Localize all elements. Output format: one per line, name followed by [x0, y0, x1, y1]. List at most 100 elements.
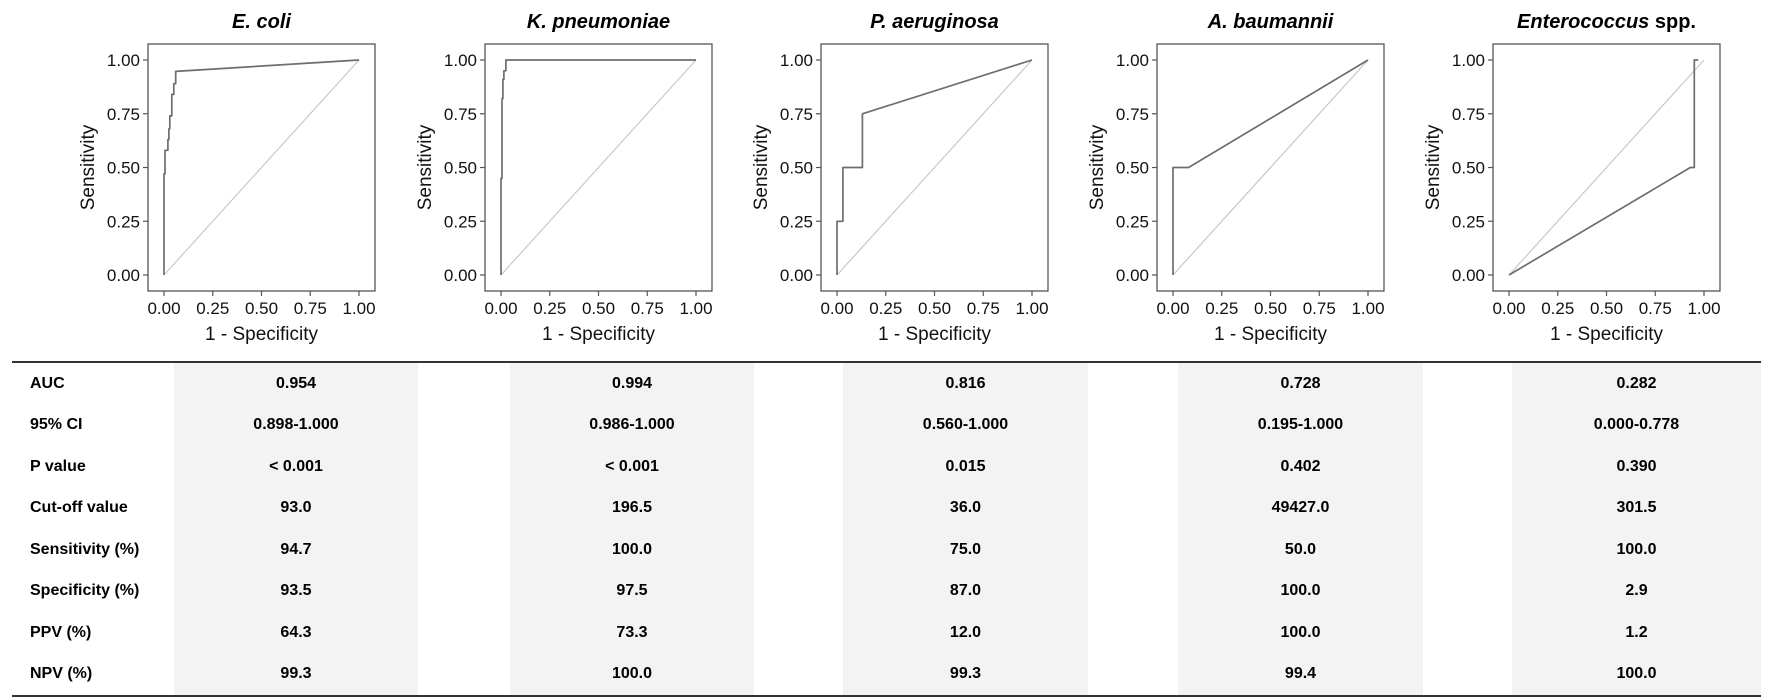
x-tick-label: 0.50 [582, 299, 615, 318]
y-tick-label: 1.00 [1116, 51, 1149, 70]
y-tick-label: 0.00 [444, 266, 477, 285]
stats-gap [1088, 571, 1178, 613]
stats-cell: 0.986-1.000 [510, 404, 754, 446]
x-axis-label: 1 - Specificity [878, 324, 991, 345]
stats-row-label: NPV (%) [30, 665, 93, 683]
stats-cell: 100.0 [1512, 529, 1761, 571]
stats-gap [754, 571, 843, 613]
stats-cell: 1.2 [1512, 612, 1761, 654]
chart-title: A. baumannii [1207, 11, 1334, 33]
x-tick-label: 1.00 [1015, 299, 1048, 318]
stats-gap [1088, 612, 1178, 654]
stats-gap [1423, 571, 1512, 613]
roc-panel-3: P. aeruginosa 0.00 0.25 0.50 0.75 1.00 0.00 0.2… [751, 11, 1049, 345]
stats-cell: 0.728 [1178, 362, 1423, 405]
stats-cell: 196.5 [510, 487, 754, 529]
stats-cell: 100.0 [1512, 653, 1761, 696]
stats-gap [1088, 405, 1178, 447]
roc-curve-line [1508, 59, 1699, 276]
stats-cell: 99.4 [1178, 653, 1423, 696]
stats-gap [1088, 446, 1178, 488]
stats-cell: 0.560-1.000 [843, 404, 1088, 446]
reference-diagonal [836, 59, 1033, 276]
x-tick-label: 0.50 [1590, 299, 1623, 318]
roc-curve-line [163, 59, 360, 275]
x-tick-label: 0.25 [1205, 299, 1238, 318]
y-axis-label: Sensitivity [78, 124, 99, 210]
stats-cell: 94.7 [174, 529, 418, 571]
stats-cell: 73.3 [510, 612, 754, 654]
chart-title-part: P. aeruginosa [870, 11, 999, 33]
stats-cell: 0.390 [1512, 446, 1761, 488]
stats-gap [1088, 654, 1178, 697]
chart-title-part: Enterococcus [1517, 11, 1649, 33]
stats-gap [418, 362, 510, 405]
roc-curve-line [500, 59, 696, 275]
stats-row-label: Specificity (%) [30, 582, 140, 600]
stats-cell: 0.994 [510, 362, 754, 405]
reference-diagonal [163, 59, 360, 276]
stats-cell: 0.282 [1512, 362, 1761, 405]
stats-cell: 2.9 [1512, 570, 1761, 612]
chart-title-part: A. baumannii [1207, 11, 1334, 33]
y-tick-label: 0.00 [107, 266, 140, 285]
y-tick-label: 0.00 [1116, 266, 1149, 285]
x-axis-label: 1 - Specificity [1550, 324, 1663, 345]
y-tick-label: 0.25 [1116, 212, 1149, 231]
x-tick-label: 1.00 [679, 299, 712, 318]
stats-cell: 0.898-1.000 [174, 404, 418, 446]
stats-cell: 301.5 [1512, 487, 1761, 529]
x-tick-label: 0.25 [196, 299, 229, 318]
stats-cell: < 0.001 [174, 446, 418, 488]
x-tick-label: 1.00 [342, 299, 375, 318]
x-tick-label: 0.75 [967, 299, 1000, 318]
stats-cell: 0.195-1.000 [1178, 404, 1423, 446]
stats-cell: 100.0 [1178, 612, 1423, 654]
y-tick-label: 1.00 [780, 51, 813, 70]
y-tick-label: 0.75 [444, 105, 477, 124]
stats-gap [418, 405, 510, 447]
chart-title: Enterococcus spp. [1517, 11, 1696, 33]
chart-title-part: spp. [1649, 11, 1696, 33]
stats-cell: 87.0 [843, 570, 1088, 612]
stats-cell: 49427.0 [1178, 487, 1423, 529]
stats-row: 95% CI 0.898-1.000 0.986-1.000 0.560-1.000 0… [12, 404, 1761, 447]
y-tick-label: 0.00 [780, 266, 813, 285]
roc-panel-4: A. baumannii 0.00 0.25 0.50 0.75 1.00 0.00 0.25… [1087, 11, 1385, 345]
stats-gap [1423, 488, 1512, 530]
stats-gap [1088, 488, 1178, 530]
stats-cell: 0.015 [843, 446, 1088, 488]
y-tick-label: 0.25 [444, 212, 477, 231]
stats-cell: < 0.001 [510, 446, 754, 488]
x-tick-label: 0.50 [1254, 299, 1287, 318]
reference-diagonal [1172, 59, 1369, 276]
stats-cell: 0.954 [174, 362, 418, 405]
stats-gap [418, 571, 510, 613]
x-tick-label: 0.75 [1303, 299, 1336, 318]
y-tick-label: 0.50 [1452, 159, 1485, 178]
x-axis-label: 1 - Specificity [205, 324, 318, 345]
y-axis-label: Sensitivity [1087, 124, 1108, 210]
stats-gap [754, 488, 843, 530]
x-tick-label: 0.50 [245, 299, 278, 318]
chart-title: K. pneumoniae [527, 11, 670, 33]
stats-row-label: Sensitivity (%) [30, 540, 140, 558]
stats-cell: 50.0 [1178, 529, 1423, 571]
x-tick-label: 0.25 [1541, 299, 1574, 318]
stats-cell: 100.0 [1178, 570, 1423, 612]
stats-gap [1423, 612, 1512, 654]
roc-charts-svg: E. coli 0.00 0.25 0.50 0.75 1.00 0.00 0.25 0.50 0… [78, 11, 1721, 345]
stats-gap [754, 612, 843, 654]
x-tick-label: 0.00 [1156, 299, 1189, 318]
stats-row: NPV (%) 99.3 100.0 99.3 99.4 100.0 [12, 653, 1761, 697]
stats-gap [1423, 362, 1512, 405]
roc-panel-5: Enterococcus spp. 0.00 0.25 0.50 0.75 1.00 0.0… [1423, 11, 1721, 345]
roc-charts: E. coli 0.00 0.25 0.50 0.75 1.00 0.00 0.25 0.50 0… [78, 11, 1721, 345]
stats-gap [418, 654, 510, 697]
y-tick-label: 1.00 [107, 51, 140, 70]
roc-panel-1: E. coli 0.00 0.25 0.50 0.75 1.00 0.00 0.25 0.50 0… [78, 11, 376, 345]
stats-gap [1423, 405, 1512, 447]
stats-gap [1423, 654, 1512, 697]
stats-cell: 100.0 [510, 529, 754, 571]
y-tick-label: 0.50 [107, 159, 140, 178]
